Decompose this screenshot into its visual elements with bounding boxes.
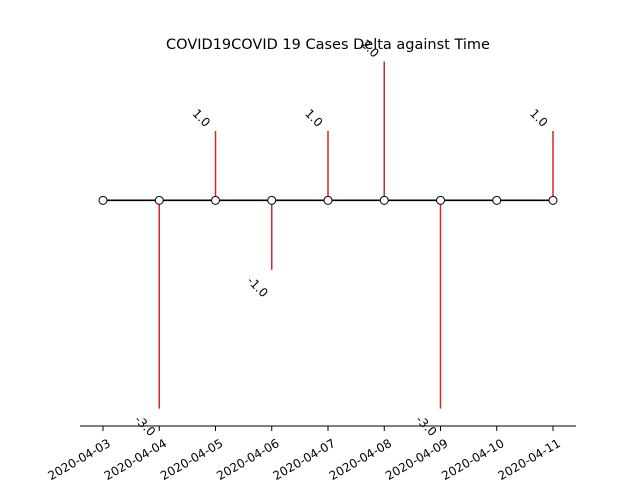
x-tick-label-2020-04-11: 2020-04-11 <box>495 436 562 480</box>
marker-2020-04-09 <box>436 195 445 205</box>
data-labels-group: -3.01.0-1.01.02.0-3.01.0 <box>132 37 551 439</box>
x-ticks-group: 2020-04-032020-04-042020-04-052020-04-06… <box>45 426 563 480</box>
marker-2020-04-05 <box>211 195 220 205</box>
marker-2020-04-07 <box>323 195 333 205</box>
data-label-2020-04-11: 1.0 <box>527 106 550 129</box>
chart-title: COVID19COVID 19 Cases Delta against Time <box>166 37 490 53</box>
marker-2020-04-06 <box>267 195 277 205</box>
stems-group <box>158 61 554 409</box>
data-label-2020-04-09: -3.0 <box>413 413 439 439</box>
markers-group <box>98 195 558 205</box>
marker-2020-04-10 <box>492 195 502 205</box>
marker-2020-04-03 <box>98 195 108 205</box>
marker-2020-04-04 <box>154 195 164 205</box>
marker-2020-04-11 <box>548 195 558 205</box>
data-label-2020-04-04: -3.0 <box>132 413 158 439</box>
data-label-2020-04-06: -1.0 <box>244 274 270 300</box>
data-label-2020-04-07: 1.0 <box>302 106 325 129</box>
data-label-2020-04-05: 1.0 <box>190 106 213 129</box>
marker-2020-04-08 <box>379 195 389 205</box>
